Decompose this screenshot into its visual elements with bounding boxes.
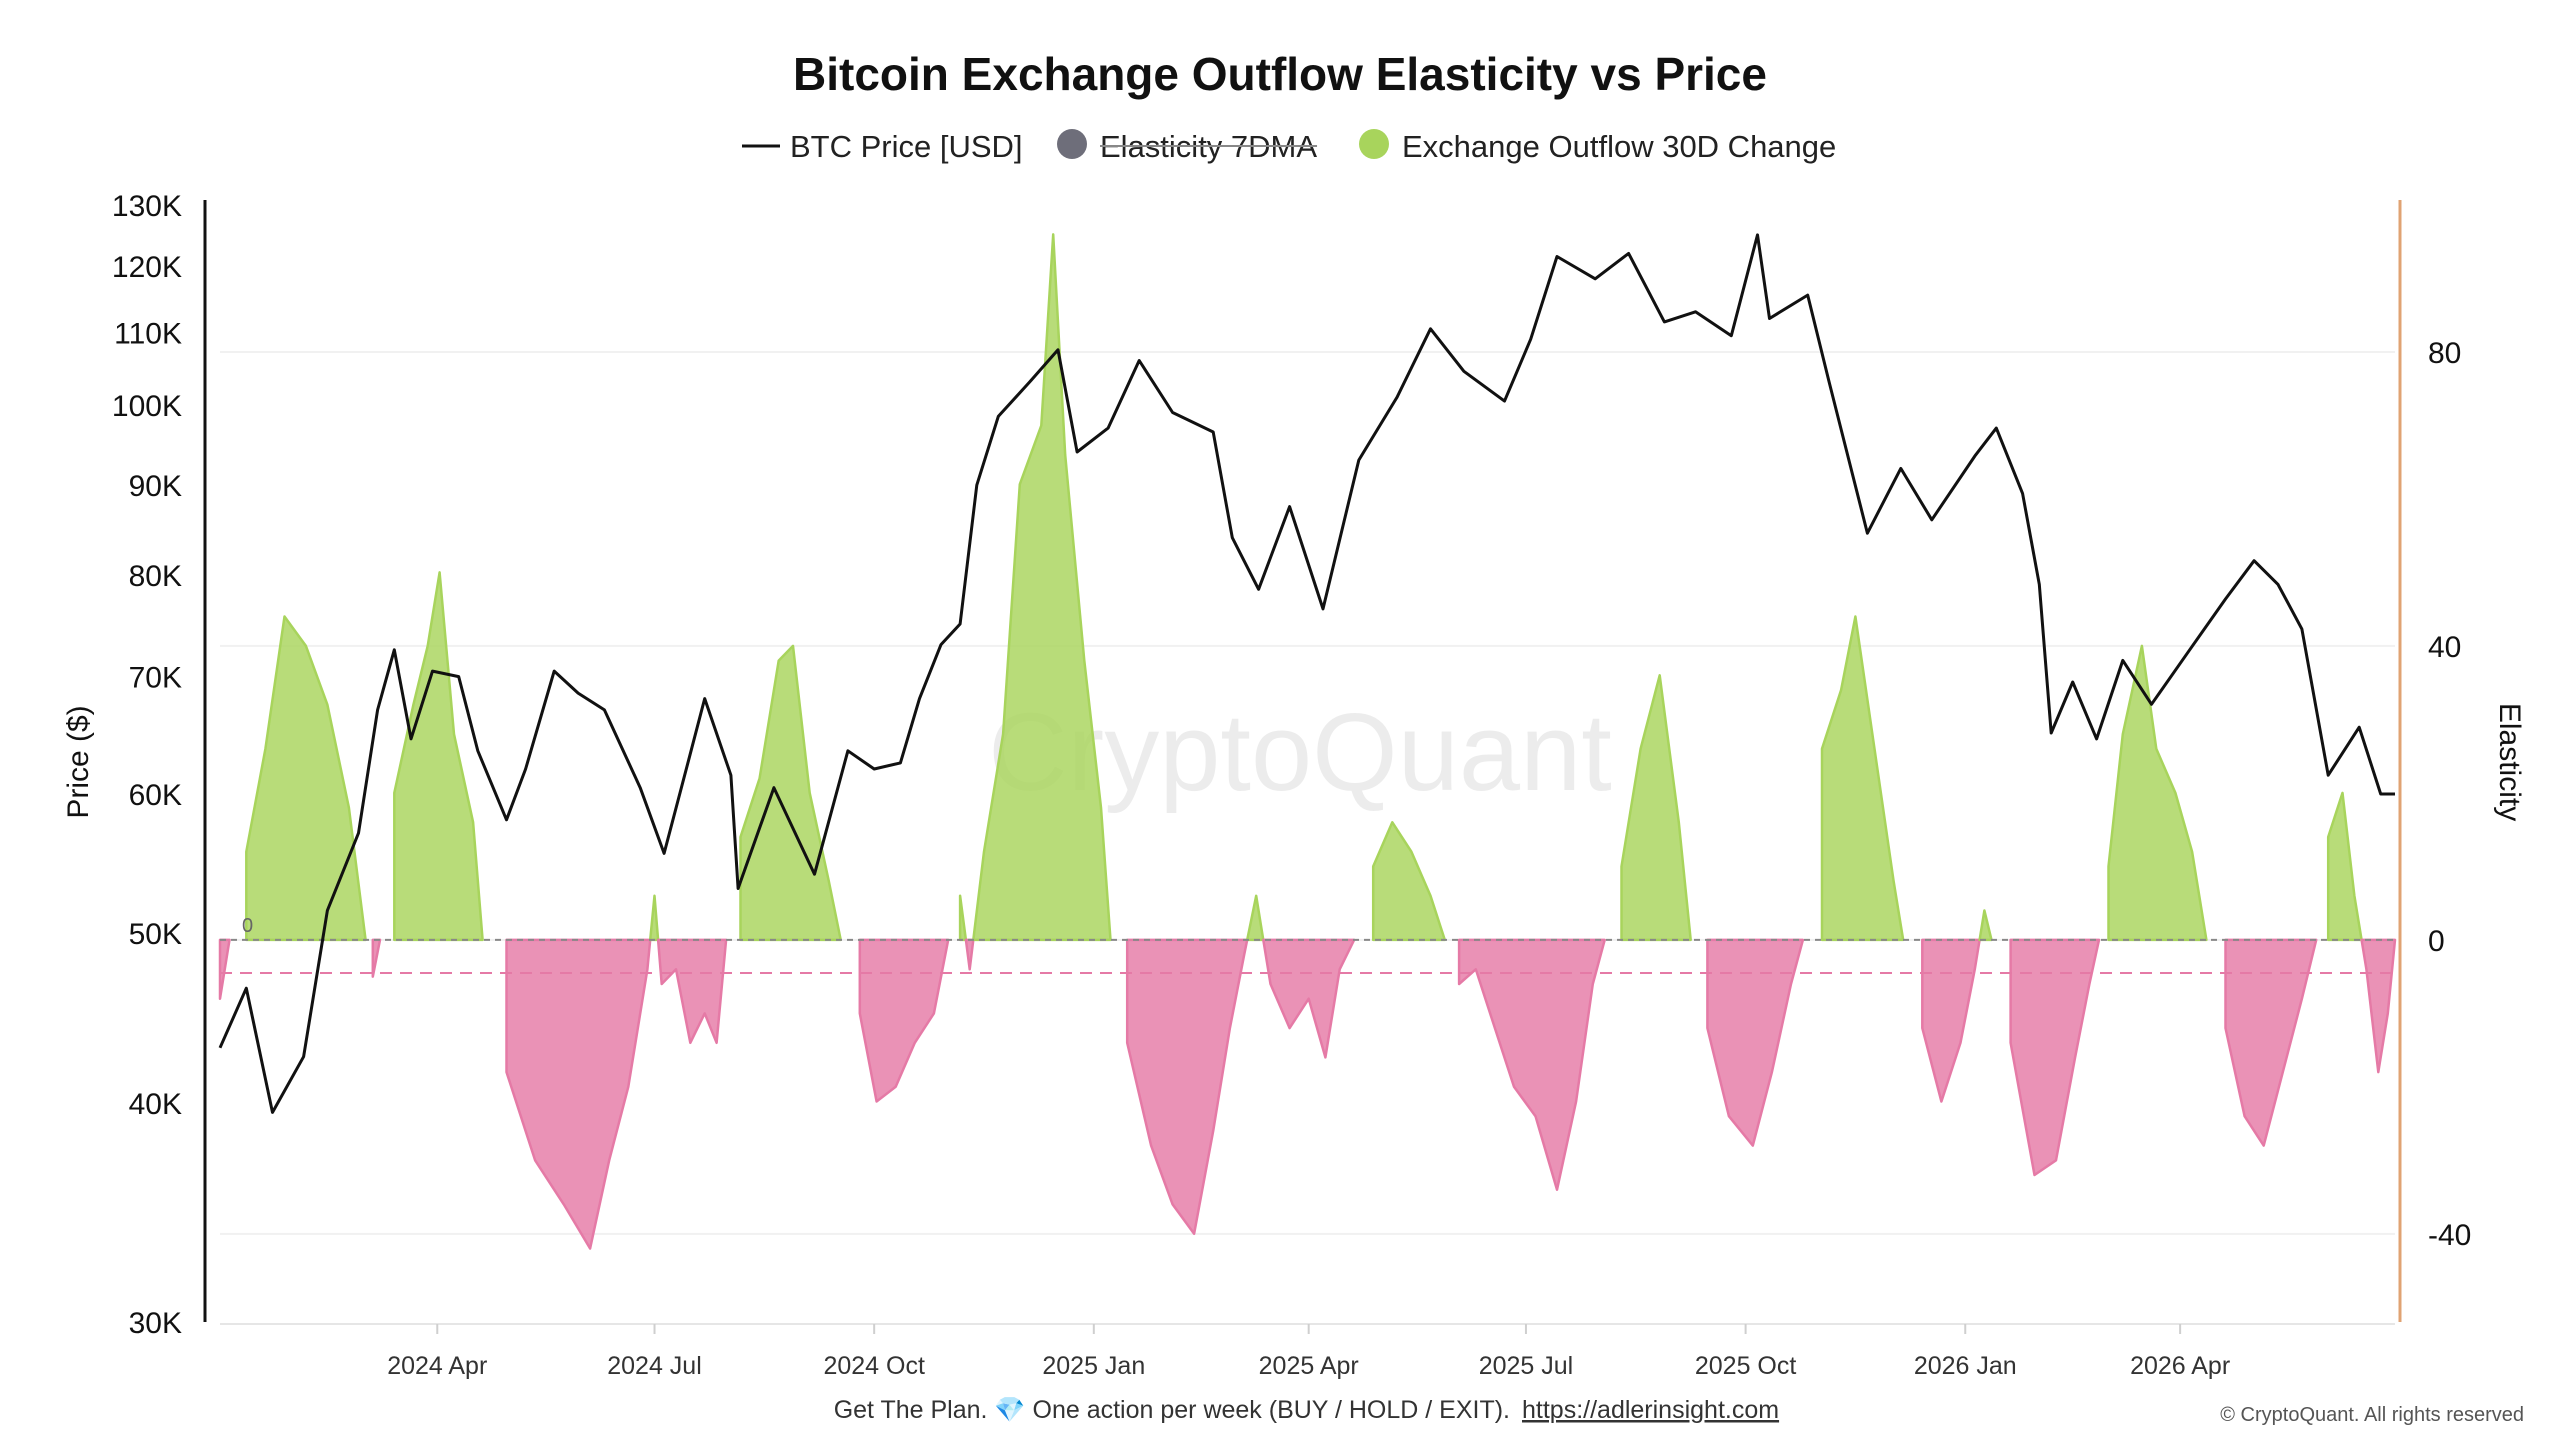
outflow-positive-area-25 <box>2326 791 2363 942</box>
x-tick-4: 2025 Apr <box>1259 1352 1359 1380</box>
outflow-positive-area-21 <box>1978 909 1993 942</box>
outflow-positive-area-9 <box>958 894 968 942</box>
outflow-positive-area-7 <box>739 644 842 942</box>
outflow-negative-area-6 <box>656 938 728 1045</box>
outflow-positive-area-19 <box>1820 615 1905 942</box>
outflow-negative-area-2 <box>371 938 382 978</box>
outflow-positive-area-1 <box>245 615 367 942</box>
right-axis-label: Elasticity <box>2493 703 2526 821</box>
left-axis-ticks: 30K 40K 50K 60K 70K 80K 90K 100K 110K 120K 130K <box>112 190 182 1340</box>
right-tick-1: 40 <box>2428 631 2461 664</box>
outflow-negative-area-26 <box>2360 938 2397 1074</box>
left-tick-4: 70K <box>129 662 182 695</box>
footer-text: Get The Plan. 💎 One action per week (BUY… <box>834 1396 1510 1424</box>
price-line-layer <box>218 233 2395 1114</box>
outflow-negative-area-14 <box>1262 938 1356 1059</box>
outflow-negative-area-12 <box>1125 938 1249 1236</box>
x-tick-0: 2024 Apr <box>387 1352 487 1380</box>
chart-title: Bitcoin Exchange Outflow Elasticity vs P… <box>793 48 1767 100</box>
outflow-positive-area-11 <box>972 233 1112 942</box>
left-tick-0: 30K <box>129 1307 182 1340</box>
legend-outflow-label[interactable]: Exchange Outflow 30D Change <box>1402 129 1836 164</box>
x-tick-8: 2026 Apr <box>2130 1352 2230 1380</box>
outflow-negative-area-22 <box>2009 938 2101 1177</box>
x-tick-1: 2024 Jul <box>607 1352 702 1380</box>
x-tick-6: 2025 Oct <box>1695 1352 1797 1380</box>
outflow-negative-area-24 <box>2224 938 2318 1147</box>
left-tick-1: 40K <box>129 1088 182 1121</box>
legend-outflow-marker <box>1359 129 1389 159</box>
outflow-negative-area-0 <box>218 938 231 1000</box>
left-tick-3: 60K <box>129 779 182 812</box>
x-tick-3: 2025 Jan <box>1042 1352 1145 1380</box>
x-tick-7: 2026 Jan <box>1914 1352 2017 1380</box>
outflow-positive-area-15 <box>1371 821 1447 942</box>
outflow-negative-area-8 <box>858 938 950 1103</box>
reference-lines: 0 <box>220 915 2395 974</box>
right-tick-2: 0 <box>2428 925 2445 958</box>
zero-marker-label: 0 <box>242 915 253 937</box>
left-tick-10: 130K <box>112 190 182 223</box>
copyright-text: © CryptoQuant. All rights reserved <box>2220 1404 2524 1426</box>
outflow-positive-area-3 <box>393 571 484 942</box>
legend[interactable]: BTC Price [USD] Elasticity 7DMA Exchange… <box>742 129 1836 164</box>
outflow-area <box>218 233 2397 1250</box>
outflow-positive-area-23 <box>2107 644 2208 942</box>
outflow-negative-area-4 <box>505 938 652 1250</box>
outflow-negative-area-10 <box>964 938 975 971</box>
x-tick-2: 2024 Oct <box>823 1352 925 1380</box>
right-axis-ticks: 80 40 0 -40 <box>2428 337 2471 1252</box>
legend-elasticity-marker <box>1057 129 1087 159</box>
outflow-negative-area-16 <box>1457 938 1606 1191</box>
right-tick-3: -40 <box>2428 1219 2471 1252</box>
outflow-positive-area-17 <box>1620 674 1692 942</box>
footer-link[interactable]: https://adlerinsight.com <box>1522 1396 1779 1424</box>
left-axis-label: Price ($) <box>62 705 95 818</box>
legend-price-label[interactable]: BTC Price [USD] <box>790 129 1023 164</box>
outflow-negative-area-20 <box>1921 938 1981 1103</box>
left-tick-5: 80K <box>129 560 182 593</box>
left-tick-9: 120K <box>112 251 182 284</box>
left-tick-2: 50K <box>129 918 182 951</box>
left-tick-6: 90K <box>129 470 182 503</box>
left-tick-8: 110K <box>114 317 182 350</box>
x-axis-ticks: 2024 Apr 2024 Jul 2024 Oct 2025 Jan 2025 Apr… <box>387 1324 2230 1380</box>
left-tick-7: 100K <box>112 390 182 423</box>
price-line <box>218 233 2395 1114</box>
x-tick-5: 2025 Jul <box>1479 1352 1574 1380</box>
right-tick-0: 80 <box>2428 337 2461 370</box>
outflow-negative-area-18 <box>1706 938 1805 1147</box>
outflow-positive-area-13 <box>1245 894 1265 942</box>
outflow-positive-area-5 <box>648 894 660 942</box>
